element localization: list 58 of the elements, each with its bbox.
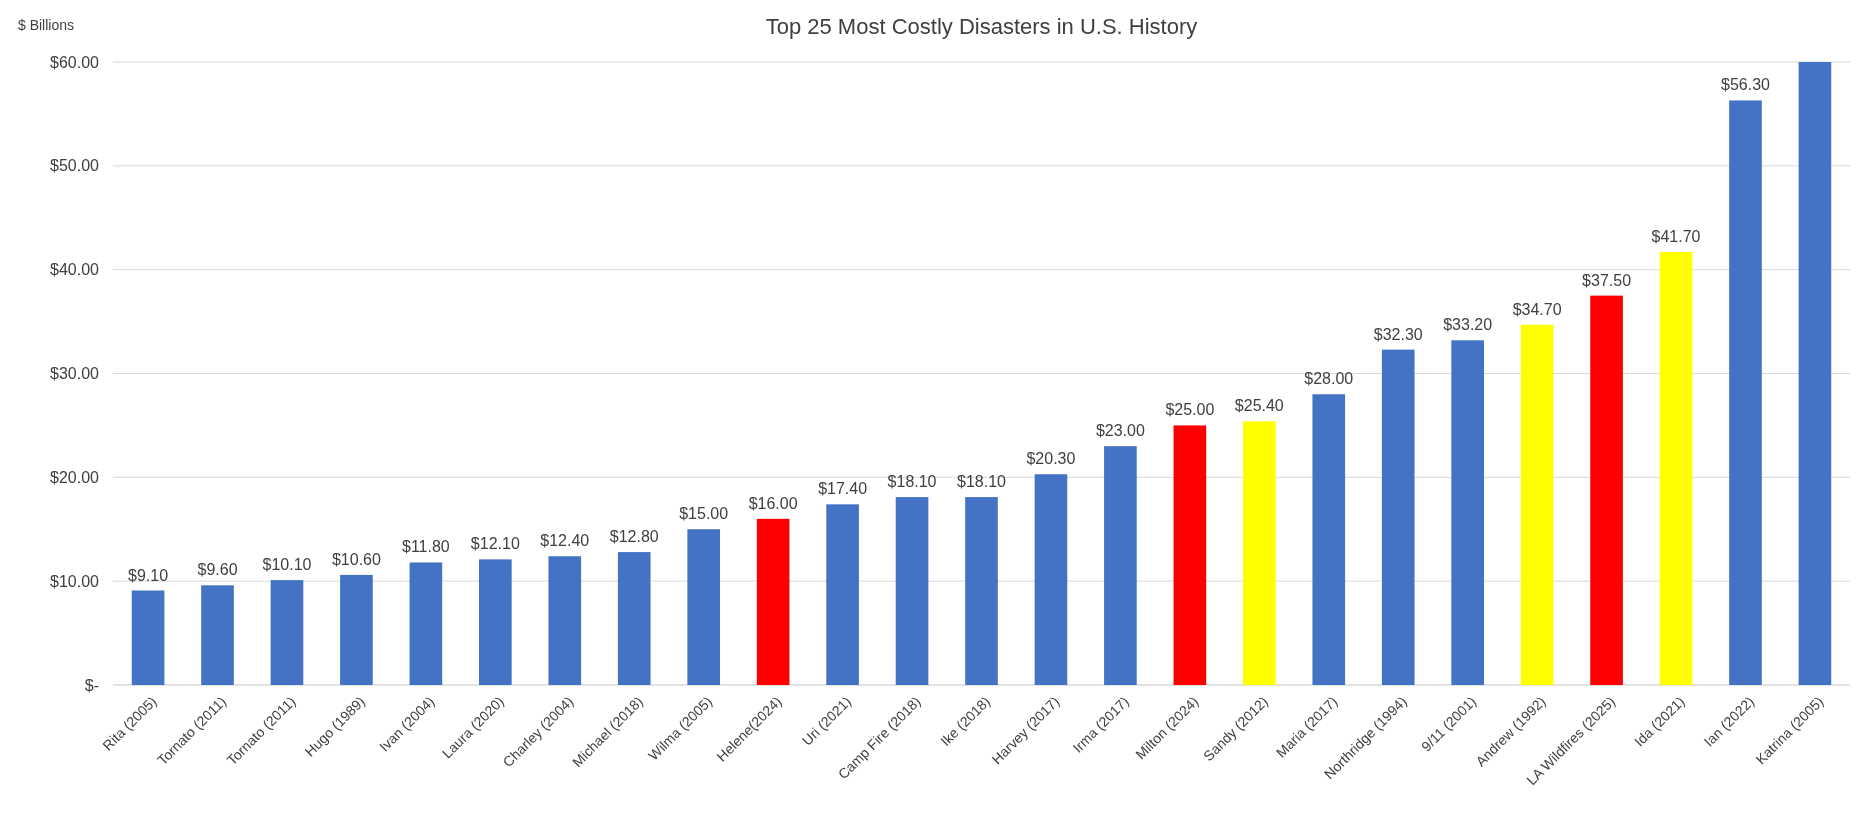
data-label: $12.10: [470, 535, 520, 553]
bar: [479, 559, 512, 685]
bar: [1590, 295, 1623, 685]
bar: [270, 580, 304, 685]
data-label: $15.00: [679, 505, 729, 523]
y-tick-label: $30.00: [50, 365, 100, 383]
data-label: $11.80: [402, 538, 450, 556]
bar: [1173, 425, 1207, 685]
bar: [756, 518, 790, 685]
bar: [1312, 394, 1346, 685]
data-label: $10.60: [331, 550, 381, 568]
y-axis-title: $ Billions: [18, 17, 75, 33]
bar: [1451, 340, 1484, 685]
data-label: $20.30: [1026, 450, 1076, 468]
bar: [687, 529, 721, 685]
bar: [1659, 252, 1693, 685]
bar: [965, 497, 998, 685]
data-label: $32.30: [1373, 325, 1423, 343]
bar: [340, 574, 373, 685]
data-label: $34.70: [1512, 300, 1562, 318]
data-label: $23.00: [1095, 422, 1145, 440]
data-label: $9.60: [197, 561, 238, 579]
data-label: $25.40: [1234, 397, 1284, 415]
y-tick-label: $-: [84, 676, 99, 694]
chart-title: Top 25 Most Costly Disasters in U.S. History: [765, 14, 1198, 39]
data-label: $9.10: [128, 566, 169, 584]
y-tick-label: $60.00: [50, 53, 100, 71]
y-tick-label: $20.00: [50, 468, 100, 486]
bar: [826, 504, 859, 685]
y-tick-label: $50.00: [50, 157, 100, 175]
bar: [895, 497, 929, 685]
bar: [1381, 349, 1415, 685]
bar: [1104, 446, 1137, 685]
data-label: $41.70: [1651, 228, 1701, 246]
bar: [617, 552, 651, 685]
bar: [1034, 474, 1068, 685]
y-tick-label: $10.00: [50, 572, 100, 590]
data-label: $56.30: [1721, 76, 1771, 94]
bar: [409, 562, 443, 685]
data-label: $18.10: [887, 473, 937, 491]
data-label: $10.10: [262, 556, 312, 574]
data-label: $37.50: [1582, 271, 1632, 289]
bar: [1242, 421, 1276, 685]
bar: [131, 590, 165, 685]
data-label: $16.00: [748, 494, 798, 512]
bar: [1729, 100, 1762, 685]
data-label: $12.80: [609, 528, 659, 546]
bar: [201, 585, 234, 685]
data-label: $18.10: [957, 473, 1007, 491]
data-label: $28.00: [1304, 370, 1354, 388]
data-label: $12.40: [540, 532, 590, 550]
data-label: $25.00: [1165, 401, 1215, 419]
bar: [1520, 324, 1554, 685]
data-label: $33.20: [1443, 316, 1493, 334]
bar: [548, 556, 582, 685]
data-label: $17.40: [818, 480, 868, 498]
bar: [1798, 62, 1832, 685]
y-tick-label: $40.00: [50, 261, 100, 279]
